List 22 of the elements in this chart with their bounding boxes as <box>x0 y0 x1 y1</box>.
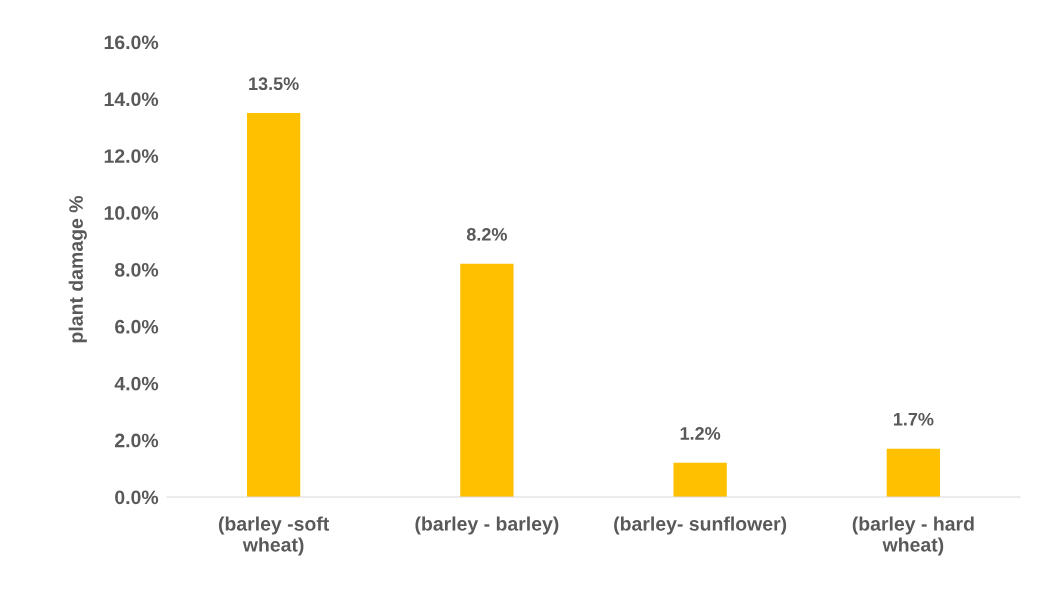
x-tick-label: (barley- sunflower) <box>614 516 787 535</box>
y-tick-label: 14.0% <box>104 92 159 107</box>
bar <box>886 448 941 497</box>
bar <box>673 462 727 497</box>
x-tick-label: (barley -soft wheat) <box>218 516 330 556</box>
bar <box>460 263 514 497</box>
x-tick-label: (barley - barley) <box>415 516 559 535</box>
data-label: 8.2% <box>466 228 507 241</box>
bar <box>246 113 301 497</box>
y-tick-label: 8.0% <box>114 262 159 277</box>
y-tick-label: 6.0% <box>115 319 159 334</box>
y-axis-title: plant damage % <box>68 195 87 343</box>
data-label: 1.7% <box>893 412 934 426</box>
y-tick-label: 2.0% <box>115 433 159 448</box>
x-tick-label: (barley - hard wheat) <box>852 516 974 556</box>
y-tick-label: 0.0% <box>115 490 159 505</box>
data-label: 1.2% <box>680 427 721 440</box>
y-tick-label: 10.0% <box>104 206 159 220</box>
data-label: 13.5% <box>249 77 299 91</box>
y-tick-label: 12.0% <box>104 149 159 163</box>
y-tick-label: 16.0% <box>104 35 159 50</box>
y-tick-label: 4.0% <box>114 376 159 391</box>
